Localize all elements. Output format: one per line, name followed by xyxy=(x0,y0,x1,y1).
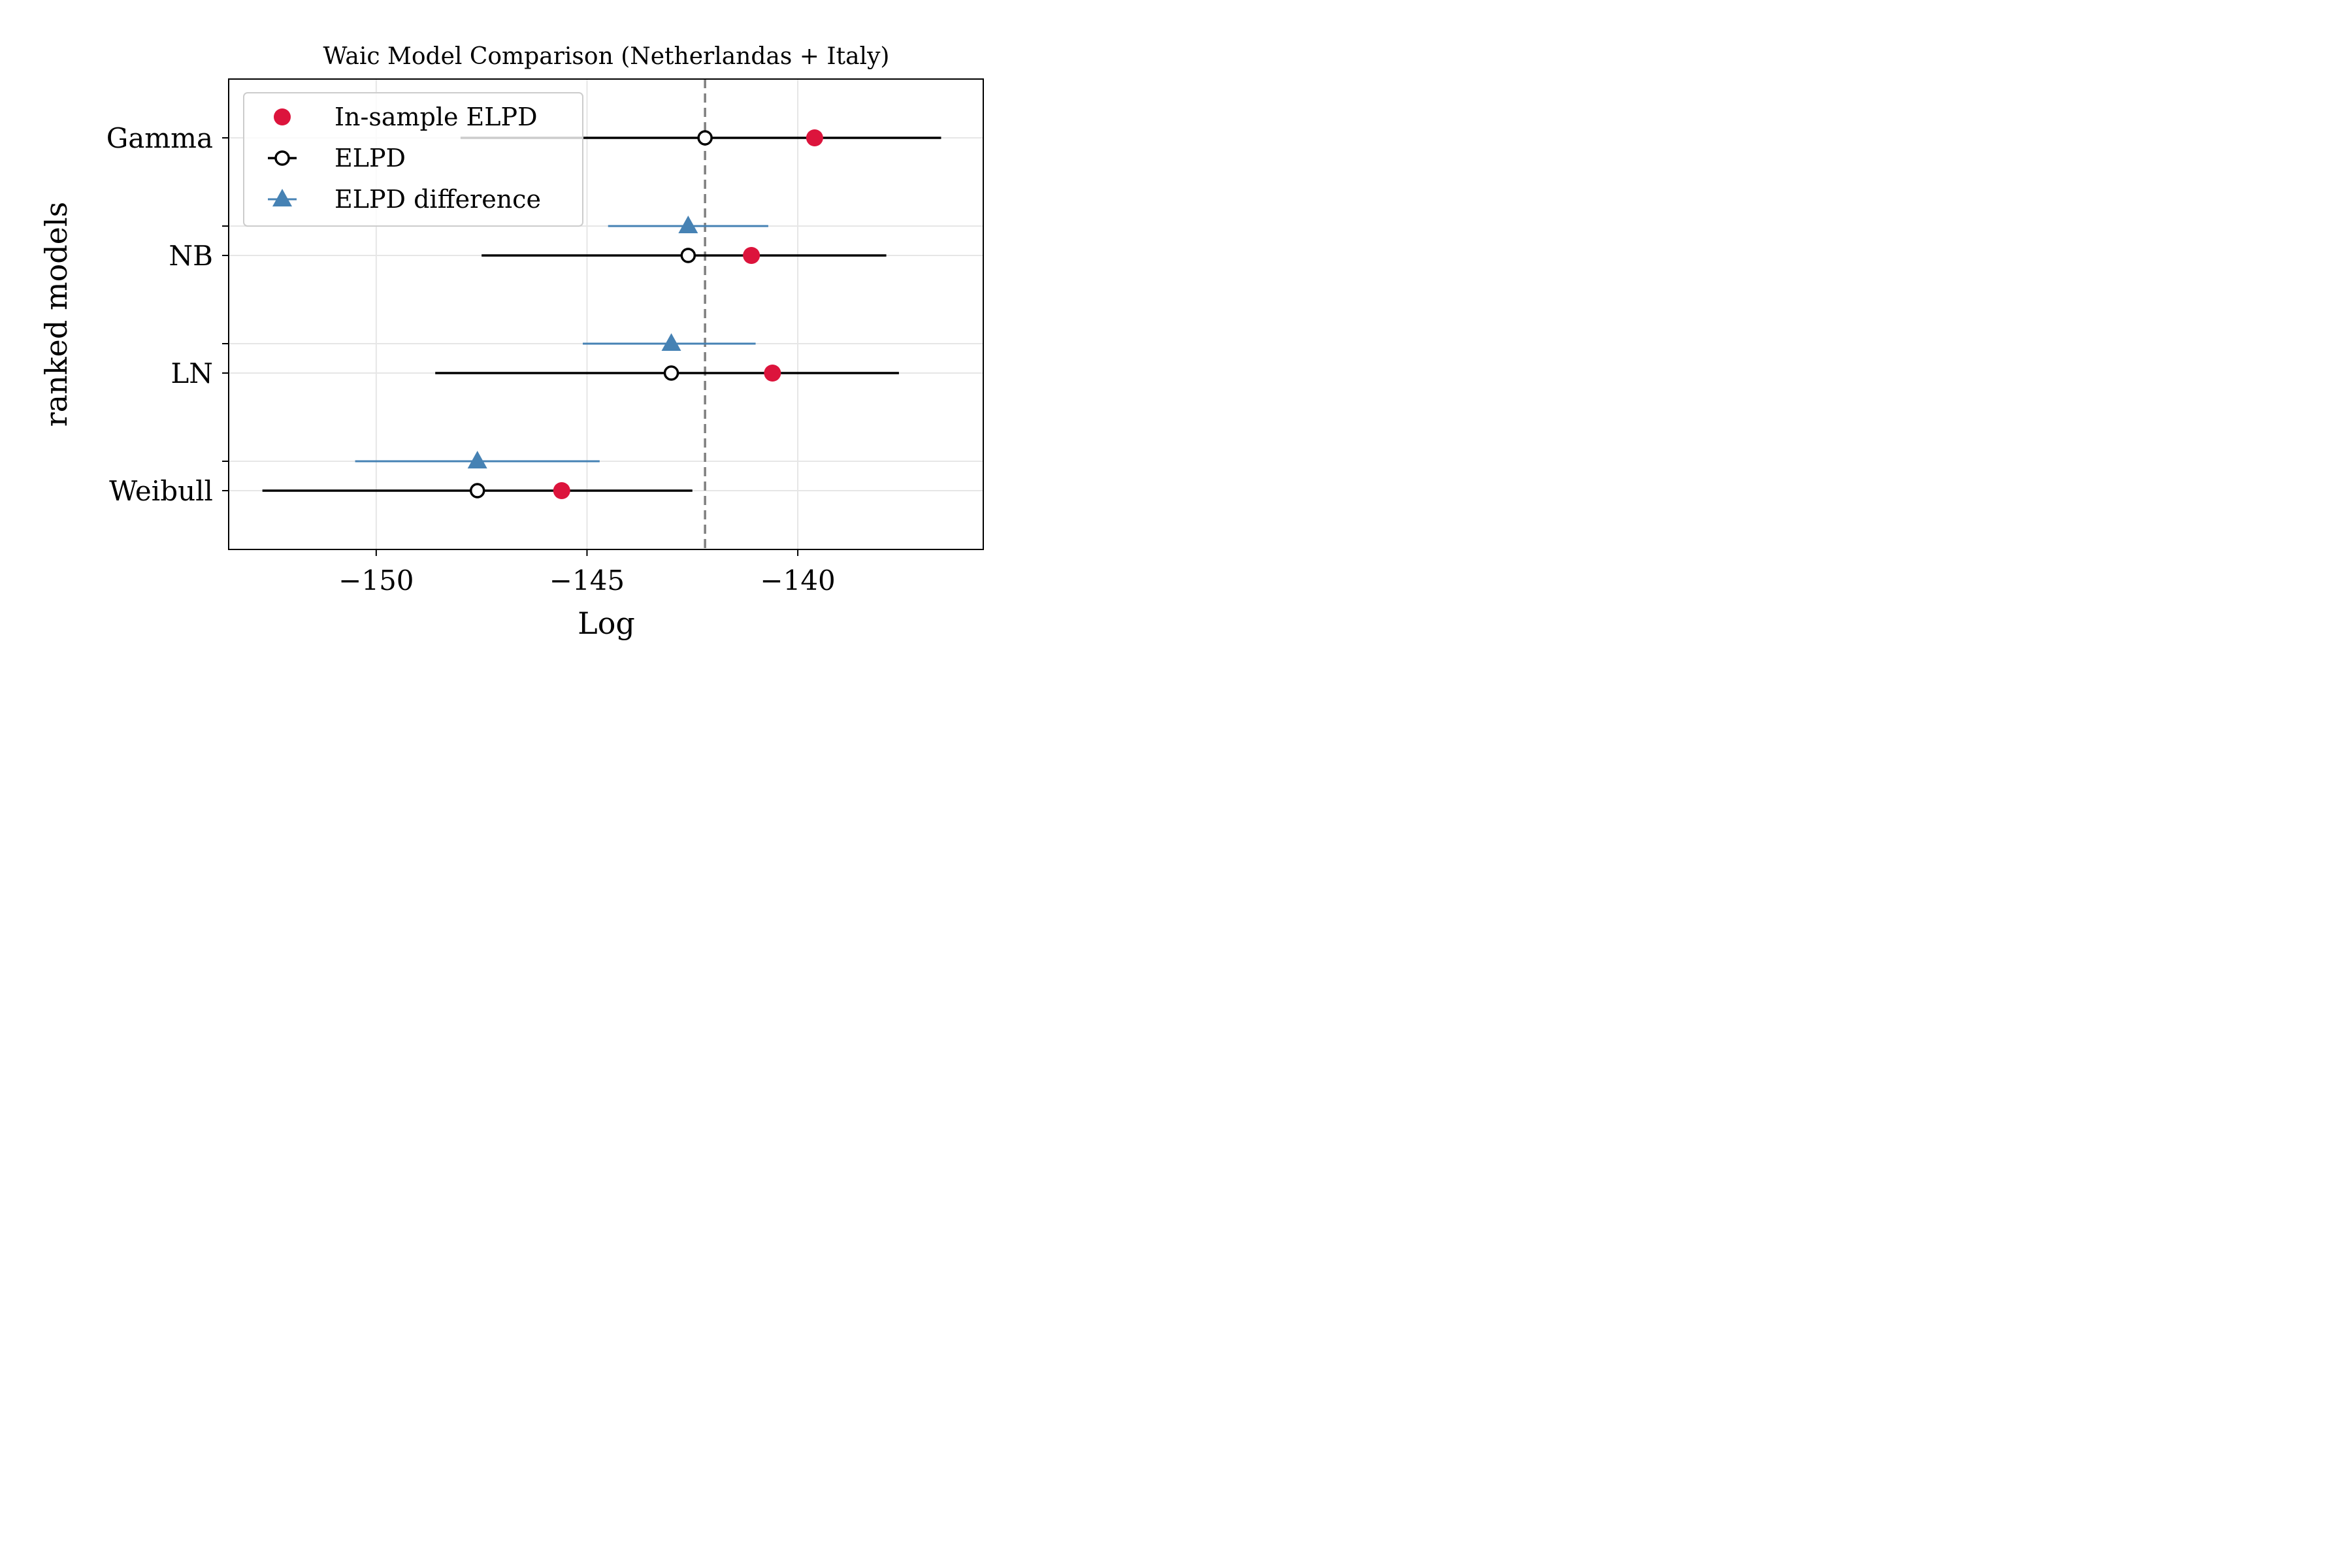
chart-title: Waic Model Comparison (Netherlandas + It… xyxy=(323,43,890,70)
elpd-difference-point xyxy=(467,451,487,468)
legend-box xyxy=(243,92,583,227)
in-sample-elpd-point xyxy=(743,247,760,264)
y-tick-label: LN xyxy=(171,357,213,389)
in-sample-elpd-point xyxy=(553,482,570,499)
elpd-difference-point xyxy=(678,216,698,233)
elpd-point xyxy=(469,483,485,498)
elpd-difference-point xyxy=(661,333,681,351)
y-tick-label: Weibull xyxy=(109,475,213,507)
legend-label: ELPD difference xyxy=(335,185,541,214)
legend-elpd-marker xyxy=(274,150,290,166)
legend-label: In-sample ELPD xyxy=(335,103,538,131)
y-axis-ticks: Gamma NB LN Weibull xyxy=(106,122,229,507)
x-tick-label: −145 xyxy=(549,564,625,596)
plot-frame xyxy=(228,78,984,550)
in-sample-elpd-point xyxy=(806,129,823,146)
legend: In-sample ELPD ELPD ELPD difference xyxy=(243,92,583,227)
legend-in-sample-elpd-marker xyxy=(274,108,291,125)
x-tick-label: −140 xyxy=(760,564,835,596)
in-sample-elpd-point xyxy=(764,365,781,382)
x-axis-label: Log xyxy=(578,606,635,641)
chart-figure: Waic Model Comparison (Netherlandas + It… xyxy=(39,43,984,641)
legend-label: ELPD xyxy=(335,144,406,172)
elpd-point xyxy=(697,130,713,146)
y-tick-label: Gamma xyxy=(106,122,213,154)
x-tick-label: −150 xyxy=(338,564,414,596)
elpd-point xyxy=(680,248,696,263)
y-axis-label: ranked models xyxy=(39,202,74,427)
elpd-point xyxy=(663,365,679,381)
y-tick-label: NB xyxy=(169,240,213,272)
x-axis-ticks: −150 −145 −140 xyxy=(338,549,836,596)
legend-elpd-difference-marker xyxy=(272,189,292,206)
